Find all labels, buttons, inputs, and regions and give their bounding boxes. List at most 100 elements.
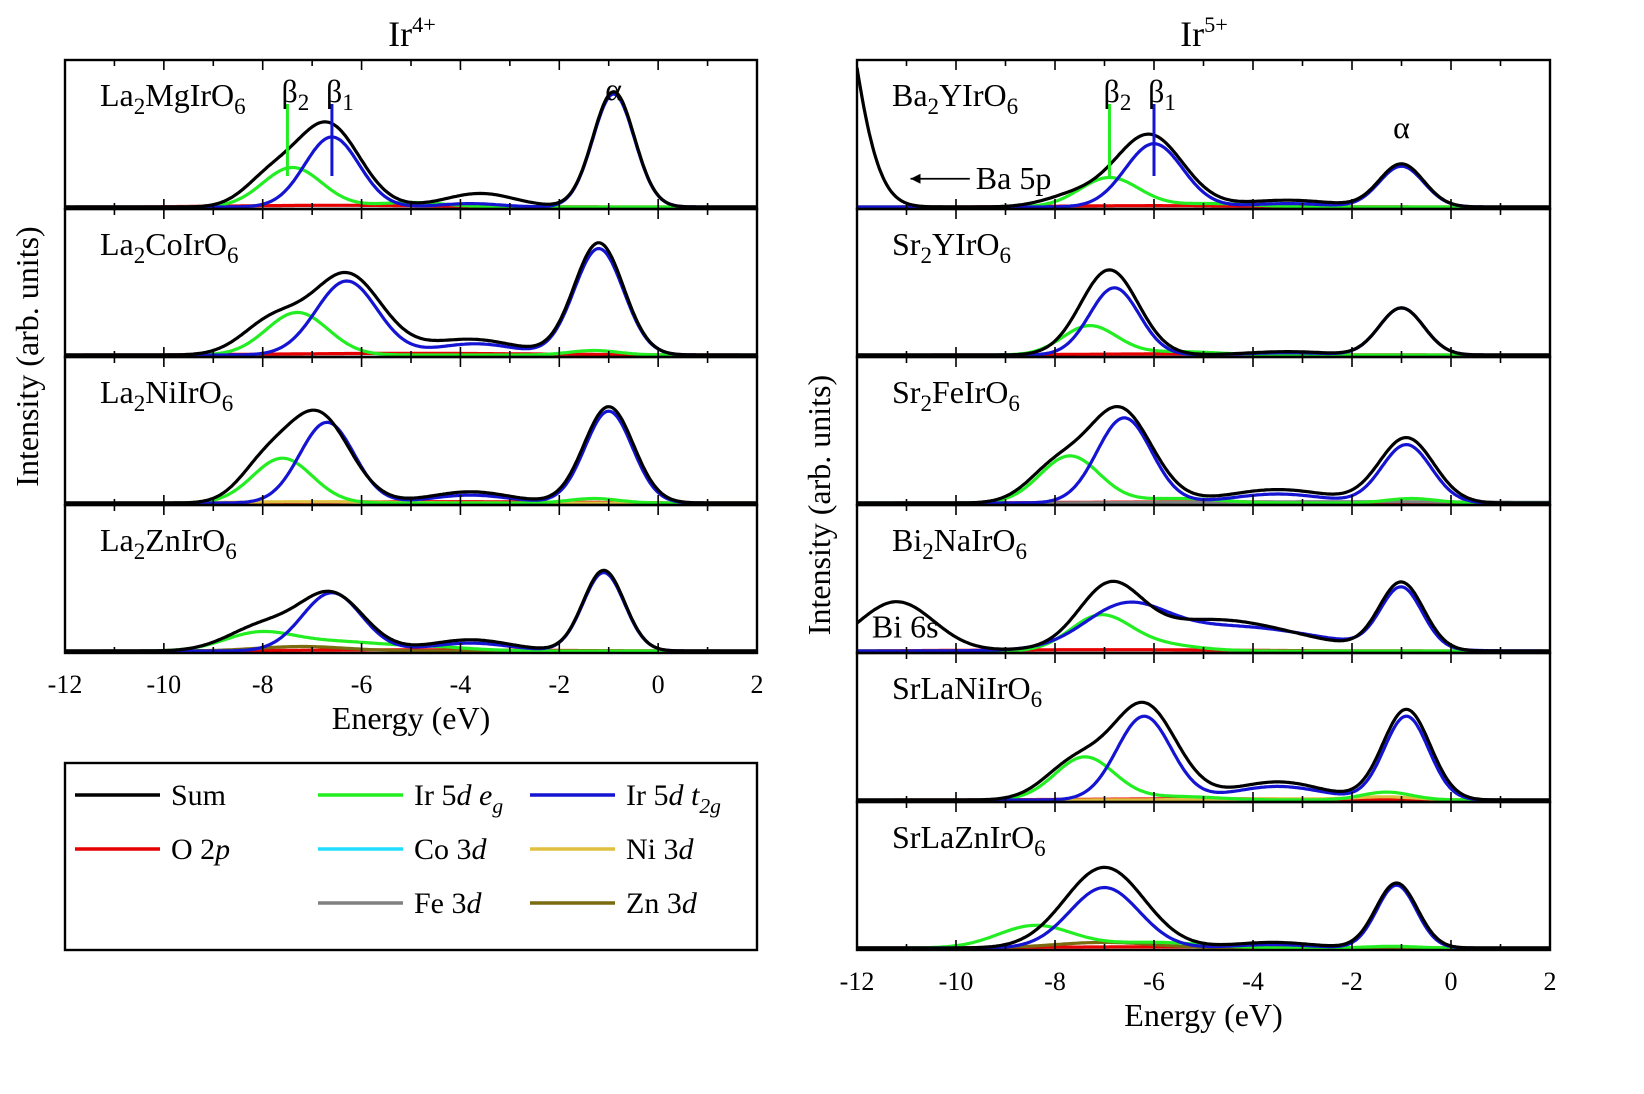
group-title-base: Ir [1180,14,1204,54]
legend-label-t2g-part: Ir 5 [626,779,668,812]
panel-label-part: 6 [227,242,239,268]
chart-group-left: Ir4+La2MgIrO6 β2 β1 αLa2CoIrO6La2NiIrO6La2Z… [9,12,764,736]
panel-label-part: 2 [928,93,940,119]
panel-label: SrLaNiIrO6 [892,670,1042,712]
peak-marker-sub: 2 [1120,89,1132,115]
panel-left-1: La2CoIrO6 [63,207,759,359]
panel-label-part: 6 [1031,686,1043,712]
x-axis-title: Energy (eV) [1124,997,1282,1033]
series-line-sum [857,579,1550,653]
panel-right-4: SrLaNiIrO6 [855,651,1552,804]
panel-label-part: 2 [134,538,146,564]
x-tick-label: 2 [1544,967,1557,996]
annotation-arrowhead [910,173,921,184]
x-tick-label: -2 [1341,967,1363,996]
peak-marker-label: α [605,71,622,107]
panel-label: Bi2NaIrO6 [892,522,1027,564]
panel-label-part: 6 [1007,93,1019,119]
series-line-t2g [857,883,1550,950]
legend-label-eg-part: d [456,779,472,812]
x-tick-label: -10 [939,967,974,996]
group-title-sup: 5+ [1204,12,1228,37]
legend-label-co3d: Co 3d [414,833,488,866]
group-title: Ir5+ [1180,12,1228,54]
panel-label-part: 2 [134,390,146,416]
panel-right-5: SrLaZnIrO6 [855,800,1552,952]
panel-label: Sr2YIrO6 [892,226,1011,268]
panel-label-part: SrLaNiIrO [892,670,1031,706]
legend-label-ni3d-part: Ni 3 [626,833,679,866]
peak-marker-label: α [1393,109,1410,145]
legend-frame [63,761,759,952]
panel-label-part: NiIrO [145,374,221,410]
peak-marker-sub: 1 [342,89,354,115]
panel-label-part: 6 [1000,242,1012,268]
panel-label-part: ZnIrO [145,522,225,558]
panel-label-part: SrLaZnIrO [892,819,1034,855]
panel-label-part: 2 [920,242,932,268]
panel-left-3: La2ZnIrO6 [63,503,759,655]
series-line-sum [857,865,1550,950]
legend-label-eg-part: e [479,779,492,812]
panel-label-part: 6 [225,538,237,564]
legend-label-eg-part [471,779,479,812]
legend-label-fe3d-part: d [467,887,483,920]
peak-marker-label: β2 [1104,73,1132,115]
series-line-sum [857,405,1550,505]
peak-marker-base: β [1104,73,1120,109]
legend-label-fe3d: Fe 3d [414,887,483,920]
panel-label: La2ZnIrO6 [100,522,237,564]
x-tick-label: -4 [450,670,472,699]
panel-label-part: Sr [892,374,921,410]
series-line-t2g [65,409,757,505]
panel-label: La2CoIrO6 [100,226,239,268]
legend-label-co3d-part: d [472,833,488,866]
legend-label-zn3d-part: d [682,887,698,920]
peak-marker-label: β1 [326,73,354,115]
panel-label-part: 2 [134,93,146,119]
series-line-sum [65,568,757,653]
legend-label-o2p: O 2p [171,833,230,866]
legend-label-t2g-part: t [691,779,700,812]
series-line-t2g [857,714,1550,802]
legend-label-sum: Sum [171,779,226,812]
legend-label-eg-part: g [492,794,503,818]
series-line-sum [857,268,1550,357]
panel-label-part: 6 [222,390,234,416]
legend-label-t2g-part: 2g [699,794,721,818]
panel-right-2: Sr2FeIrO6 [855,355,1552,507]
x-tick-label: -4 [1242,967,1264,996]
legend-label-sum-part: Sum [171,779,226,812]
peak-marker-base: β [282,73,298,109]
series-line-sum [857,67,1550,209]
panel-label-part: 6 [234,93,246,119]
panel-label-part: 2 [922,538,934,564]
group-title-sup: 4+ [412,12,436,37]
panel-left-0: La2MgIrO6 β2 β1 α [63,58,759,211]
panel-curves [857,700,1550,802]
panel-curves [65,405,757,505]
legend-label-zn3d: Zn 3d [626,887,698,920]
peak-marker-sub: 2 [298,89,310,115]
x-tick-label: -8 [1044,967,1066,996]
panel-label-part: 6 [1034,835,1046,861]
legend-label-o2p-part: O 2 [171,833,215,866]
x-tick-label: -10 [147,670,182,699]
series-line-t2g [857,416,1550,505]
x-tick-label: 0 [652,670,665,699]
legend-label-o2p-part: p [213,833,230,866]
legend-label-co3d-part: Co 3 [414,833,472,866]
panel-curves [857,579,1550,653]
x-axis-title: Energy (eV) [332,700,490,736]
panel-label: SrLaZnIrO6 [892,819,1046,861]
series-line-eg [65,456,757,505]
panel-label-part: 6 [1015,538,1027,564]
x-tick-label: -6 [1143,967,1165,996]
panel-label-part: MgIrO [145,77,234,113]
x-tick-label: -12 [840,967,875,996]
x-tick-label: -6 [351,670,373,699]
panel-left-2: La2NiIrO6 [63,355,759,507]
x-tick-label: -12 [48,670,83,699]
